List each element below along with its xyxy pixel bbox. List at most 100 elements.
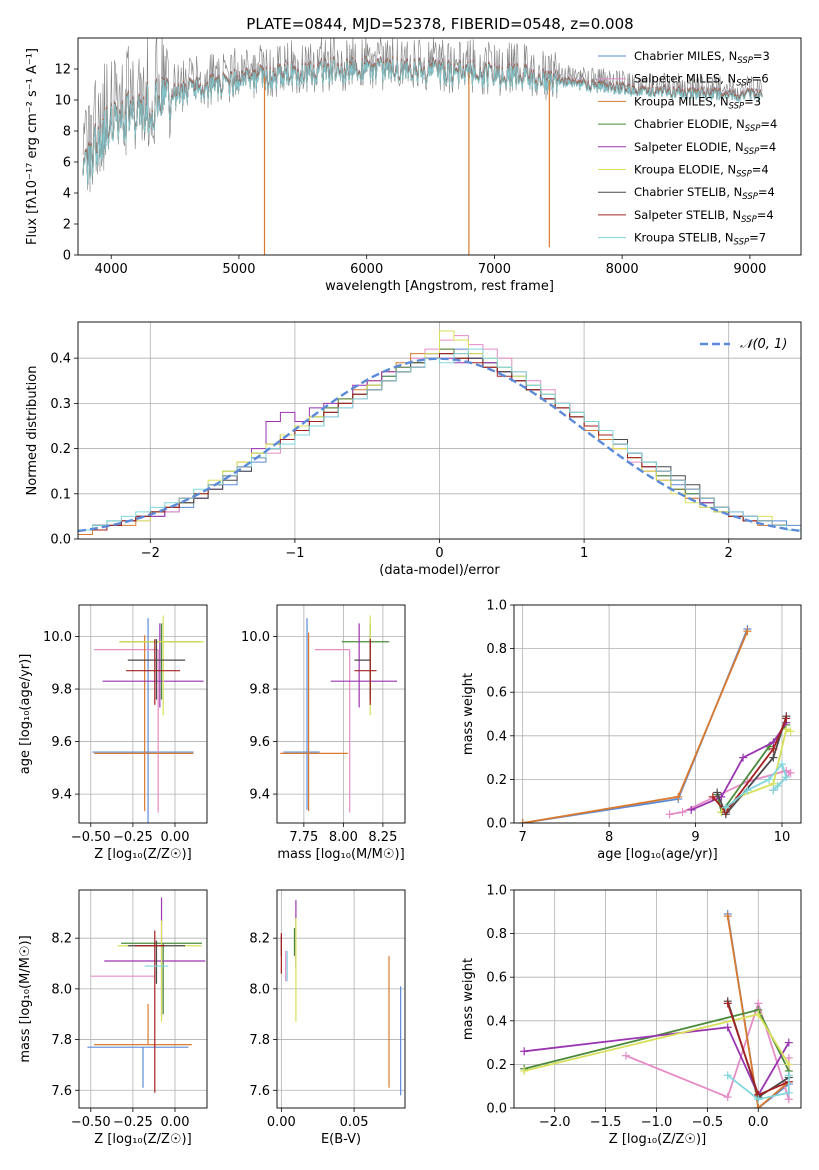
axes-frame bbox=[276, 604, 406, 824]
x-tick-label: 4000 bbox=[95, 262, 128, 277]
y-tick-label: 9.8 bbox=[51, 683, 72, 698]
x-tick-label: −0.25 bbox=[113, 1115, 153, 1130]
x-tick-label: 5000 bbox=[222, 262, 255, 277]
y-tick-label: 1.0 bbox=[486, 884, 507, 899]
legend-subscript: SSP bbox=[736, 79, 752, 89]
plot-area bbox=[82, 38, 763, 255]
plot-area bbox=[87, 897, 206, 1093]
y-tick-label: 7.8 bbox=[249, 1033, 270, 1048]
gridlines bbox=[79, 890, 207, 1108]
y-tick-label: 7.6 bbox=[51, 1084, 72, 1099]
y-tick-label: 8.2 bbox=[249, 932, 270, 947]
legend-count: =4 bbox=[758, 185, 775, 199]
x-tick-label: 8 bbox=[605, 830, 613, 845]
y-tick-label: 0.4 bbox=[486, 1014, 507, 1029]
y-tick-label: 0.0 bbox=[486, 1102, 507, 1117]
x-tick-label: 9 bbox=[691, 830, 699, 845]
axes-frame bbox=[276, 889, 406, 1109]
x-axis-label: E(B-V) bbox=[321, 1132, 361, 1147]
plot-area bbox=[78, 330, 801, 539]
gridlines bbox=[79, 605, 207, 823]
legend-entry: Kroupa STELIB, NSSP=7 bbox=[634, 231, 766, 248]
x-tick-label: 10 bbox=[774, 830, 791, 845]
x-tick-label: 0.00 bbox=[267, 1115, 296, 1130]
y-tick-label: 0 bbox=[63, 249, 71, 264]
legend-subscript: SSP bbox=[741, 215, 757, 225]
y-tick-label: 0.2 bbox=[486, 773, 507, 788]
y-tick-label: 12 bbox=[54, 63, 71, 78]
x-tick-label: −0.50 bbox=[71, 1115, 111, 1130]
y-axis-label: mass weight bbox=[461, 673, 476, 755]
legend-entry: Salpeter MILES, NSSP=6 bbox=[634, 72, 769, 89]
y-axis-label: mass weight bbox=[461, 958, 476, 1040]
x-axis-label: age [log₁₀(age/yr)] bbox=[597, 847, 718, 862]
legend-count: =7 bbox=[749, 231, 766, 245]
x-axis-label: mass [log₁₀(M/M☉)] bbox=[277, 847, 404, 862]
y-tick-label: 7.6 bbox=[249, 1084, 270, 1099]
legend-subscript: SSP bbox=[737, 56, 753, 66]
spectrum-panel: 4000 5000 6000 7000 8000 9000 0 2 4 6 8 10 12 wavelen… bbox=[25, 37, 802, 294]
y-axis-label: mass [log₁₀(M/M☉)] bbox=[18, 935, 33, 1062]
y-tick-label: 9.6 bbox=[249, 735, 270, 750]
legend-count: =6 bbox=[752, 72, 769, 86]
weight-line-9 bbox=[727, 1074, 790, 1101]
x-tick-label: 8000 bbox=[606, 262, 639, 277]
y-tick-label: 6 bbox=[63, 156, 71, 171]
legend-count: =4 bbox=[757, 208, 774, 222]
plot-area bbox=[518, 624, 795, 823]
mass-weight-vs-metallicity-panel: −2.0 −1.5 −1.0 −0.5 0.0 0.0 0.2 0.4 0.6 0.8 1.0 Z [… bbox=[461, 884, 802, 1147]
legend: Chabrier MILES, NSSP=3 Salpeter MILES, NS… bbox=[598, 49, 777, 248]
normal-curve bbox=[78, 357, 801, 533]
axes-frame bbox=[513, 604, 802, 824]
y-tick-label: 9.8 bbox=[249, 683, 270, 698]
y-tick-label: 8 bbox=[63, 125, 71, 140]
y-tick-label: 9.6 bbox=[51, 735, 72, 750]
x-tick-label: 7000 bbox=[478, 262, 511, 277]
x-tick-label: 0.05 bbox=[340, 1115, 369, 1130]
gridlines bbox=[277, 890, 405, 1108]
x-tick-label: −1.5 bbox=[590, 1115, 622, 1130]
x-tick-label: 7 bbox=[519, 830, 527, 845]
y-tick-label: 0.6 bbox=[486, 686, 507, 701]
x-axis-label: Z [log₁₀(Z/Z☉)] bbox=[94, 1132, 191, 1147]
legend-entry: 𝒩(0, 1) bbox=[740, 337, 787, 352]
x-tick-label: −0.5 bbox=[692, 1115, 724, 1130]
y-tick-label: 0.2 bbox=[486, 1058, 507, 1073]
y-axis-label: Flux [fλ10⁻¹⁷ erg cm⁻² s⁻¹ A⁻¹] bbox=[25, 48, 40, 245]
y-axis-label: age [log₁₀(age/yr)] bbox=[18, 654, 33, 775]
gridlines bbox=[514, 889, 801, 1109]
x-tick-label: 6000 bbox=[350, 262, 383, 277]
axes-frame bbox=[513, 889, 802, 1109]
x-axis-label: Z [log₁₀(Z/Z☉)] bbox=[609, 1132, 706, 1147]
y-tick-label: 0.8 bbox=[486, 642, 507, 657]
legend-entry: Kroupa ELODIE, NSSP=4 bbox=[634, 163, 769, 180]
y-axis-label: Normed distribution bbox=[25, 366, 40, 496]
y-tick-label: 0.4 bbox=[486, 729, 507, 744]
x-axis-label: wavelength [Angstrom, rest frame] bbox=[325, 279, 554, 294]
weight-line-8 bbox=[712, 718, 788, 814]
weight-line-7 bbox=[716, 715, 788, 817]
legend-count: =3 bbox=[744, 94, 761, 108]
legend-entry: Chabrier STELIB, NSSP=4 bbox=[634, 185, 775, 202]
axes-frame bbox=[78, 889, 208, 1109]
x-axis-label: (data-model)/error bbox=[379, 563, 500, 578]
y-tick-label: 0.4 bbox=[50, 352, 71, 367]
x-tick-label: −1 bbox=[285, 546, 304, 561]
model-spectrum-9 bbox=[82, 58, 763, 186]
weight-line-5 bbox=[524, 1026, 790, 1097]
legend-entry: Kroupa MILES, NSSP=3 bbox=[634, 94, 761, 111]
x-tick-label: −0.50 bbox=[71, 830, 111, 845]
y-tick-label: 2 bbox=[63, 218, 71, 233]
x-tick-label: 0.0 bbox=[748, 1115, 769, 1130]
y-tick-label: 0.8 bbox=[486, 927, 507, 942]
weight-line-1 bbox=[522, 628, 749, 823]
residual-distribution-panel: −2 −1 0 1 2 0.0 0.1 0.2 0.3 0.4 (data-model)/error… bbox=[25, 321, 802, 578]
legend-count: =3 bbox=[753, 49, 770, 63]
plot-area bbox=[92, 615, 204, 823]
y-tick-label: 7.8 bbox=[51, 1033, 72, 1048]
legend-subscript: SSP bbox=[742, 192, 758, 202]
legend-count: =4 bbox=[759, 140, 776, 154]
legend-entry: Salpeter STELIB, NSSP=4 bbox=[634, 208, 774, 225]
gridlines bbox=[277, 605, 405, 823]
